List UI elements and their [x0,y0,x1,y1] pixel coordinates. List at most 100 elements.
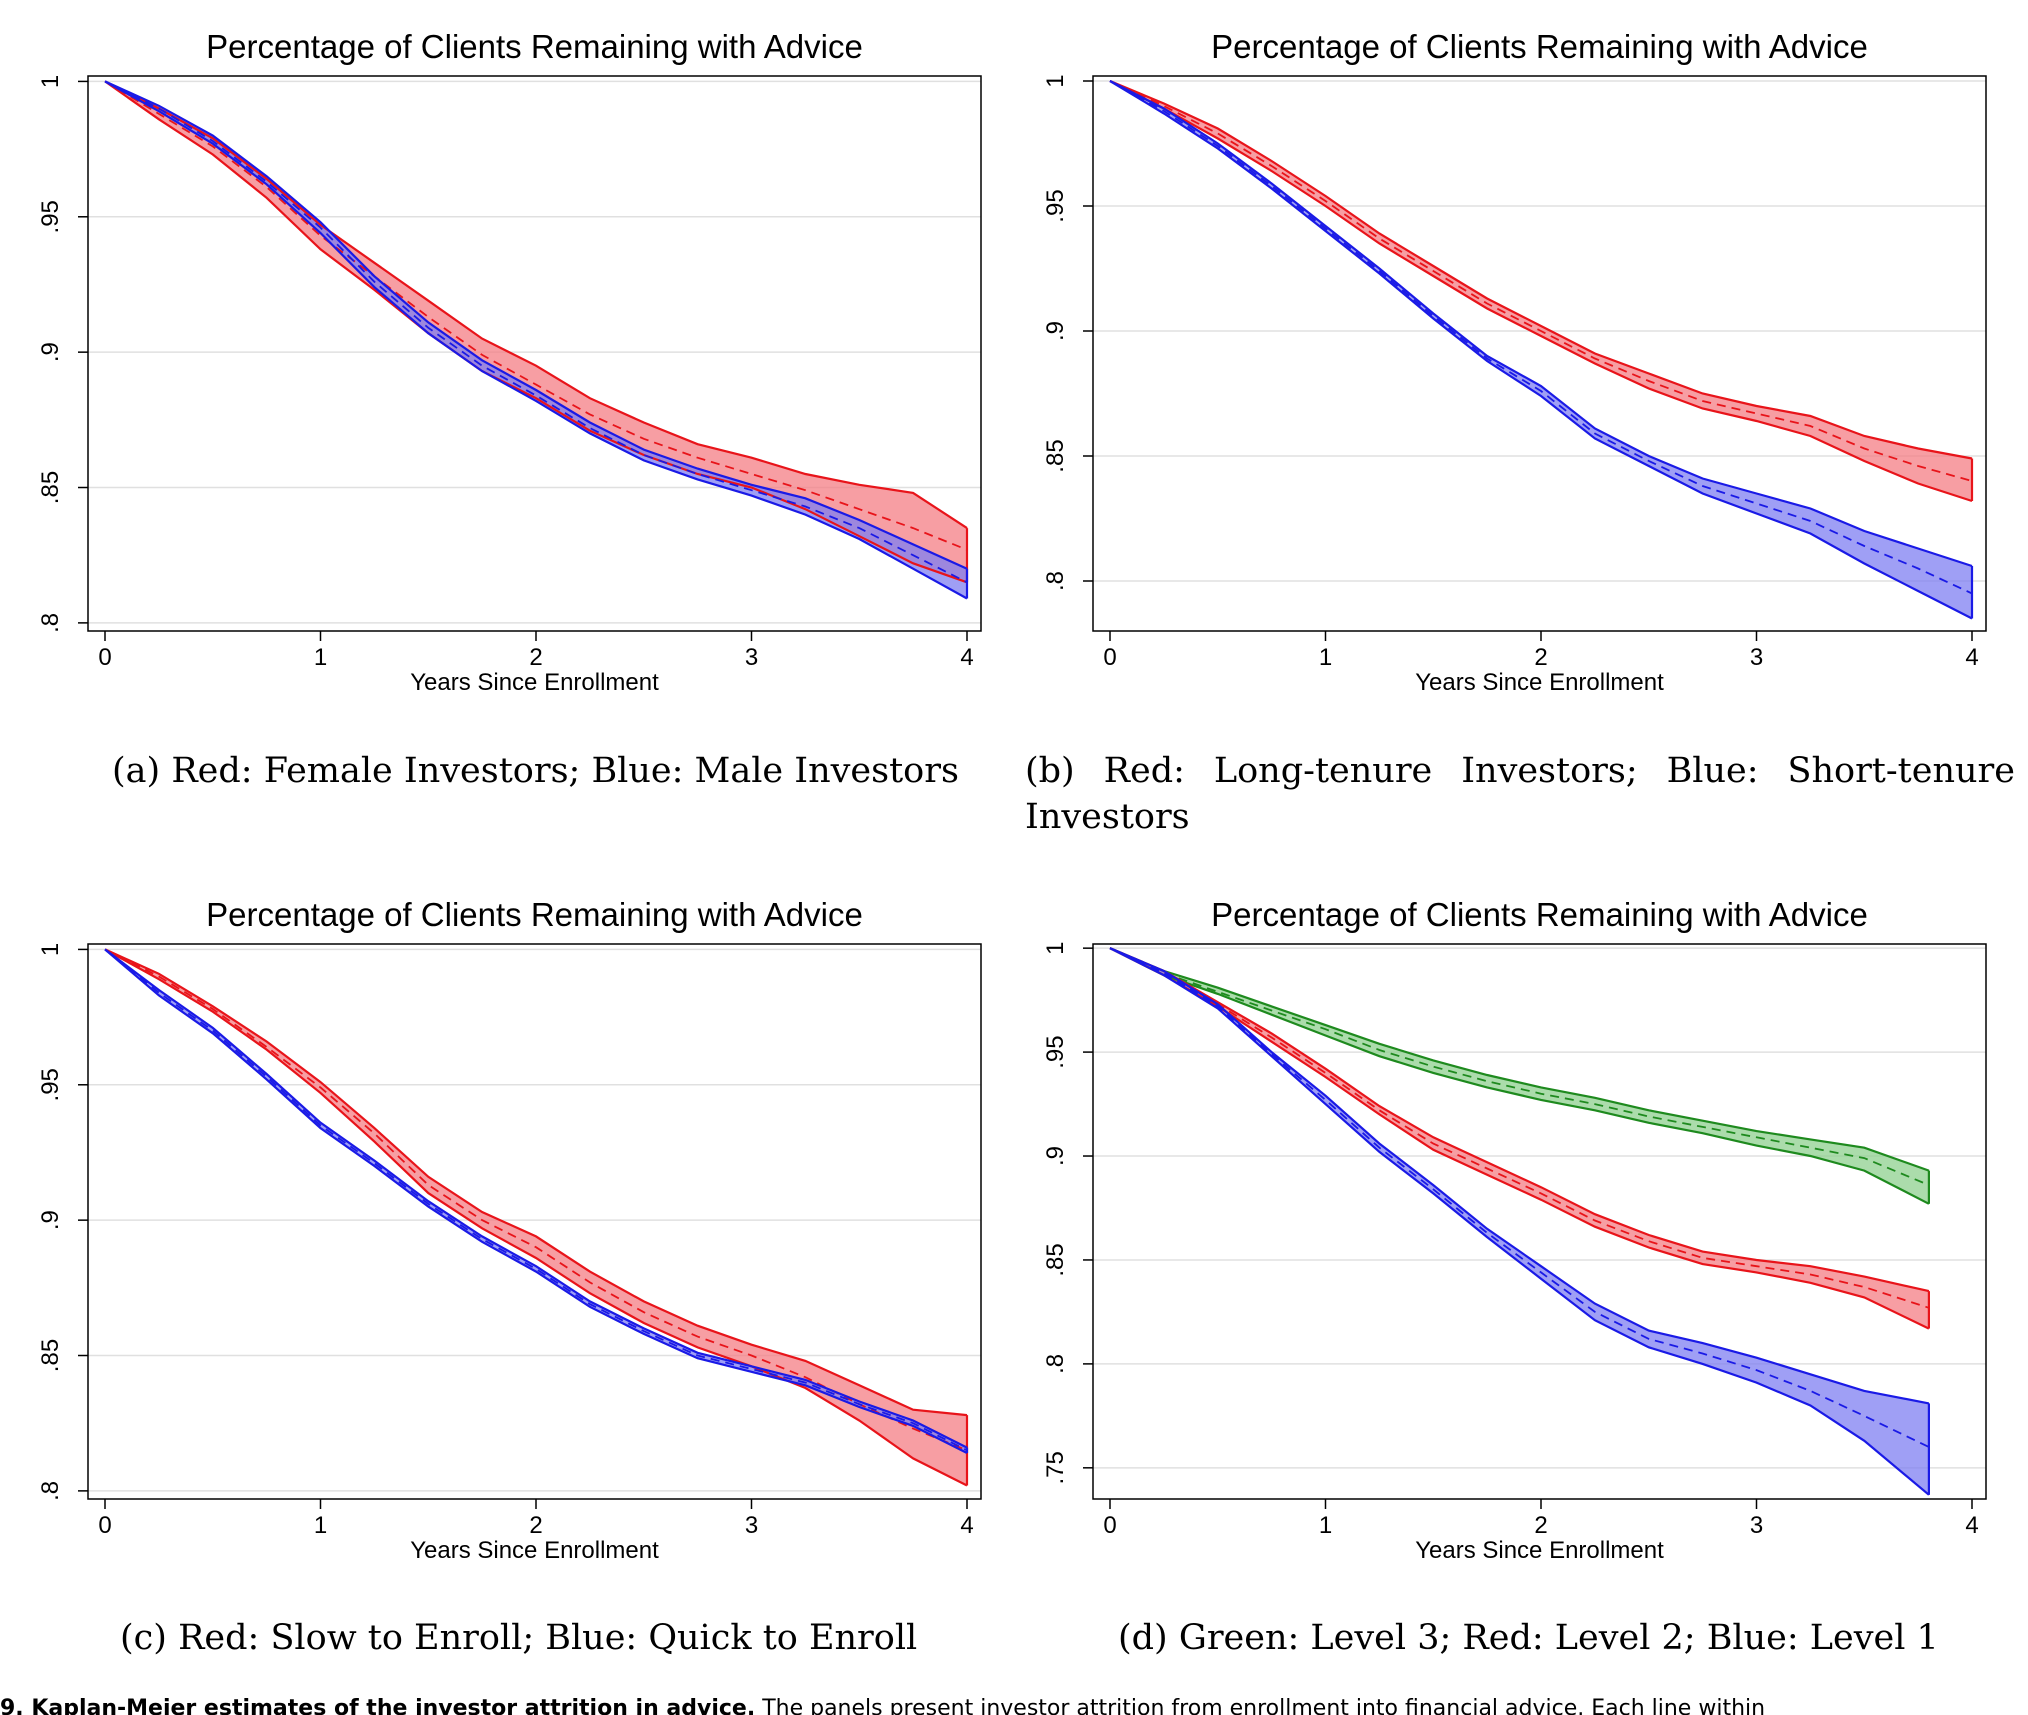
x-tick-label: 3 [745,1512,758,1539]
x-tick-label: 2 [1534,644,1547,671]
band-upper-edge [104,80,968,530]
confidence-band [1110,81,1972,619]
x-axis-label: Years Since Enrollment [410,1537,659,1564]
chart-panel-a: Percentage of Clients Remaining with Adv… [37,28,982,696]
confidence-band [1110,81,1972,501]
x-axis-label: Years Since Enrollment [410,669,659,696]
y-tick-label: .95 [37,200,64,233]
x-tick-label: 2 [1534,1512,1547,1539]
chart-title: Percentage of Clients Remaining with Adv… [206,28,863,65]
y-tick-label: .95 [37,1068,64,1101]
band-lower-edge [104,80,968,584]
series-line [1109,947,1930,1448]
x-axis-label: Years Since Enrollment [1415,1537,1664,1564]
band-upper-edge [1109,79,1973,460]
y-tick-label: .9 [1042,321,1069,341]
x-tick-label: 0 [1103,644,1116,671]
y-tick-label: .85 [37,1339,64,1372]
y-tick-label: .95 [1042,1035,1069,1068]
caption-d: (d) Green: Level 3; Red: Level 2; Blue: … [1118,1615,2018,1661]
x-tick-label: 4 [960,644,973,671]
series-line [1109,80,1973,595]
y-tick-label: .8 [1042,1354,1069,1374]
band-lower-edge [104,948,968,1487]
y-tick-label: 1 [37,75,64,88]
band-upper-edge [1109,947,1930,1293]
chart-title: Percentage of Clients Remaining with Adv… [1211,28,1868,65]
x-tick-label: 4 [960,1512,973,1539]
caption-a: (a) Red: Female Investors; Blue: Male In… [112,748,992,794]
band-lower-edge [104,80,968,600]
y-tick-label: .9 [1042,1146,1069,1166]
x-tick-label: 3 [1750,1512,1763,1539]
series-line [1109,947,1930,1309]
footnote-label: 9. Kaplan-Meier estimates of the investo… [0,1696,756,1715]
x-tick-label: 2 [529,644,542,671]
series-line [1109,80,1973,482]
band-upper-edge [1109,80,1973,568]
footnote-text: The panels present investor attrition fr… [762,1696,1766,1715]
band-lower-edge [1109,80,1973,620]
plot-frame [1092,943,1987,1500]
y-tick-label: 1 [37,943,64,956]
plot-frame [87,943,982,1500]
series-line [1109,947,1930,1186]
y-tick-label: .9 [37,342,64,362]
caption-label: (c) [120,1618,167,1658]
band-upper-edge [104,80,968,570]
chart-panel-c: Percentage of Clients Remaining with Adv… [37,896,982,1564]
y-tick-label: .85 [37,471,64,504]
y-tick-label: .8 [1042,571,1069,591]
confidence-band [1110,948,1929,1495]
series-line [104,80,968,551]
plot-frame [87,75,982,632]
confidence-band [1110,948,1929,1204]
y-tick-label: .8 [37,1481,64,1501]
confidence-band [105,949,967,1486]
band-lower-edge [1109,947,1930,1205]
band-lower-edge [104,948,968,1454]
caption-label: (a) [112,751,161,791]
y-tick-label: .85 [1042,1243,1069,1276]
caption-text: Red: Long-tenure Investors; Blue: Short-… [1025,751,2015,837]
band-lower-edge [1109,947,1930,1330]
x-tick-label: 2 [529,1512,542,1539]
x-tick-label: 4 [1965,644,1978,671]
y-tick-label: .95 [1042,189,1069,222]
x-tick-label: 1 [314,1512,327,1539]
y-tick-label: .9 [37,1210,64,1230]
x-tick-label: 3 [745,644,758,671]
caption-text: Red: Female Investors; Blue: Male Invest… [171,751,959,791]
x-tick-label: 0 [98,644,111,671]
y-tick-label: .85 [1042,439,1069,472]
band-upper-edge [1109,947,1930,1405]
band-upper-edge [104,948,968,1417]
chart-panel-d: Percentage of Clients Remaining with Adv… [1042,896,1987,1564]
y-tick-label: .8 [37,613,64,633]
x-tick-label: 4 [1965,1512,1978,1539]
chart-panel-b: Percentage of Clients Remaining with Adv… [1042,28,1987,696]
band-lower-edge [1109,947,1930,1496]
band-upper-edge [104,948,968,1449]
chart-title: Percentage of Clients Remaining with Adv… [1211,896,1868,933]
chart-title: Percentage of Clients Remaining with Adv… [206,896,863,933]
confidence-band [1110,948,1929,1329]
caption-label: (d) [1118,1618,1168,1658]
x-tick-label: 0 [98,1512,111,1539]
band-upper-edge [1109,947,1930,1172]
y-tick-label: .75 [1042,1451,1069,1484]
y-tick-label: 1 [1042,74,1069,87]
caption-label: (b) [1025,751,1075,791]
x-tick-label: 1 [1319,1512,1332,1539]
caption-b: (b) Red: Long-tenure Investors; Blue: Sh… [1025,748,2015,840]
figure-footnote: 9. Kaplan-Meier estimates of the investo… [0,1694,2028,1715]
caption-text: Red: Slow to Enroll; Blue: Quick to Enro… [178,1618,918,1658]
x-axis-label: Years Since Enrollment [1415,669,1664,696]
series-line [104,80,968,584]
x-tick-label: 1 [1319,644,1332,671]
caption-c: (c) Red: Slow to Enroll; Blue: Quick to … [120,1615,1020,1661]
plot-frame [1092,75,1987,632]
series-line [104,948,968,1452]
band-lower-edge [1109,80,1973,503]
